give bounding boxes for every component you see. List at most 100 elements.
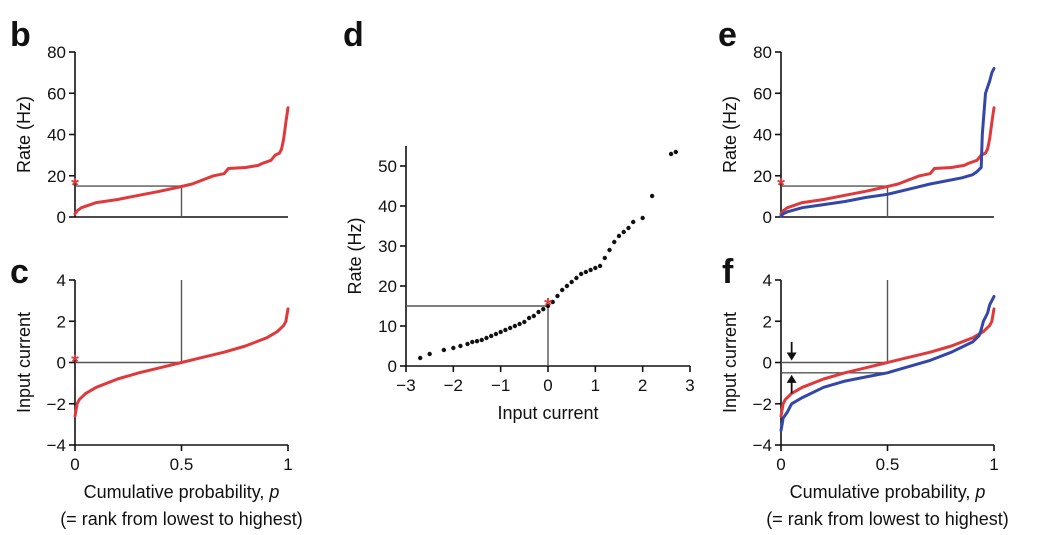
- panel-letter-c: c: [10, 253, 29, 291]
- y-tick-label: 0: [57, 208, 66, 227]
- data-point: [479, 337, 484, 343]
- y-tick-label: −4: [47, 436, 66, 455]
- data-point: [536, 309, 541, 315]
- panel-letter-b: b: [10, 16, 31, 54]
- series-line-blue: [779, 67, 996, 218]
- data-point: [569, 279, 574, 285]
- data-point: [441, 347, 447, 353]
- panel-letter-e: e: [718, 16, 737, 54]
- data-point: [593, 265, 598, 271]
- data-point: [578, 271, 584, 277]
- data-point: [427, 351, 432, 357]
- y-tick-label: 0: [388, 357, 397, 376]
- y-tick-label: 60: [753, 84, 772, 103]
- y-axis-label: Rate (Hz): [345, 217, 365, 294]
- data-point: [522, 319, 527, 325]
- data-point: [493, 331, 499, 337]
- data-point: [526, 315, 532, 321]
- y-tick-label: −4: [753, 436, 772, 455]
- data-point: [474, 339, 480, 344]
- y-tick-label: −2: [753, 395, 772, 414]
- series-line-blue: [779, 295, 996, 433]
- x-axis-sublabel: (= rank from lowest to highest): [60, 509, 303, 529]
- x-tick-label: 0.5: [876, 455, 900, 474]
- y-tick-label: 10: [378, 317, 397, 336]
- data-point: [451, 345, 456, 351]
- star-marker: *: [544, 295, 552, 317]
- data-point: [564, 283, 570, 289]
- data-point: [498, 329, 503, 335]
- x-tick-label: 2: [638, 376, 647, 395]
- data-point: [489, 333, 494, 339]
- data-point: [597, 263, 603, 269]
- data-point: [484, 335, 489, 341]
- y-tick-label: 80: [753, 43, 772, 62]
- x-axis-sublabel: (= rank from lowest to highest): [766, 509, 1009, 529]
- y-axis-label: Rate (Hz): [14, 96, 34, 173]
- data-point: [512, 323, 518, 329]
- data-point: [418, 355, 423, 361]
- y-tick-label: 0: [763, 208, 772, 227]
- panel-b: b 0 20 40 60 80 Rate (Hz) *: [10, 16, 290, 227]
- star-marker: *: [71, 352, 79, 374]
- series-line-red: [779, 106, 996, 216]
- y-tick-label: 4: [57, 271, 66, 290]
- panel-letter-d: d: [343, 16, 364, 54]
- arrow-head: [786, 352, 797, 361]
- data-point: [649, 193, 655, 199]
- x-tick-label: 1: [989, 455, 998, 474]
- star-marker: *: [777, 175, 785, 197]
- data-point: [631, 219, 636, 225]
- data-point: [583, 269, 589, 275]
- data-point: [616, 233, 622, 239]
- x-axis-label: Cumulative probability, p: [790, 482, 986, 502]
- series-line-red: [73, 106, 290, 216]
- data-point: [517, 321, 522, 327]
- data-point: [574, 275, 579, 281]
- data-point: [640, 215, 645, 221]
- series-line-red: [779, 307, 996, 418]
- data-point: [560, 287, 565, 293]
- data-point: [545, 303, 551, 309]
- x-tick-label: 0: [776, 455, 785, 474]
- data-point: [541, 307, 546, 312]
- x-axis-label: Input current: [497, 403, 598, 423]
- y-tick-label: 4: [763, 271, 772, 290]
- data-point: [555, 293, 560, 299]
- y-tick-label: 40: [753, 126, 772, 145]
- y-tick-label: −2: [47, 395, 66, 414]
- y-tick-label: 20: [47, 167, 66, 186]
- y-axis-label: Rate (Hz): [720, 96, 740, 173]
- x-tick-label: 1: [591, 376, 600, 395]
- data-point: [465, 341, 470, 347]
- data-point: [668, 151, 674, 157]
- x-tick-label: −2: [444, 376, 463, 395]
- arrow-head: [786, 374, 797, 383]
- y-tick-label: 2: [763, 312, 772, 331]
- y-tick-label: 50: [378, 157, 397, 176]
- data-point: [626, 225, 631, 231]
- panel-f: f −4 −2 0 2 4 0 0.5 1 Input current Cumulative pr…: [720, 253, 1009, 529]
- data-point: [673, 149, 678, 155]
- data-point: [550, 299, 555, 305]
- x-tick-label: −3: [396, 376, 415, 395]
- y-tick-label: 20: [753, 167, 772, 186]
- data-point: [470, 339, 475, 345]
- y-tick-label: 20: [378, 277, 397, 296]
- data-point: [458, 343, 463, 349]
- x-axis-label: Cumulative probability, p: [84, 482, 280, 502]
- series-line-red: [73, 307, 290, 418]
- data-point: [531, 313, 536, 319]
- y-axis-label: Input current: [14, 312, 34, 413]
- data-point: [507, 325, 513, 331]
- y-tick-label: 60: [47, 84, 66, 103]
- panel-e: e 0 20 40 60 80 Rate (Hz) *: [718, 16, 996, 227]
- y-tick-label: 30: [378, 237, 397, 256]
- y-tick-label: 40: [378, 197, 397, 216]
- y-tick-label: 0: [57, 354, 66, 373]
- y-tick-label: 0: [763, 354, 772, 373]
- y-tick-label: 80: [47, 43, 66, 62]
- data-point: [607, 247, 612, 253]
- y-tick-label: 40: [47, 126, 66, 145]
